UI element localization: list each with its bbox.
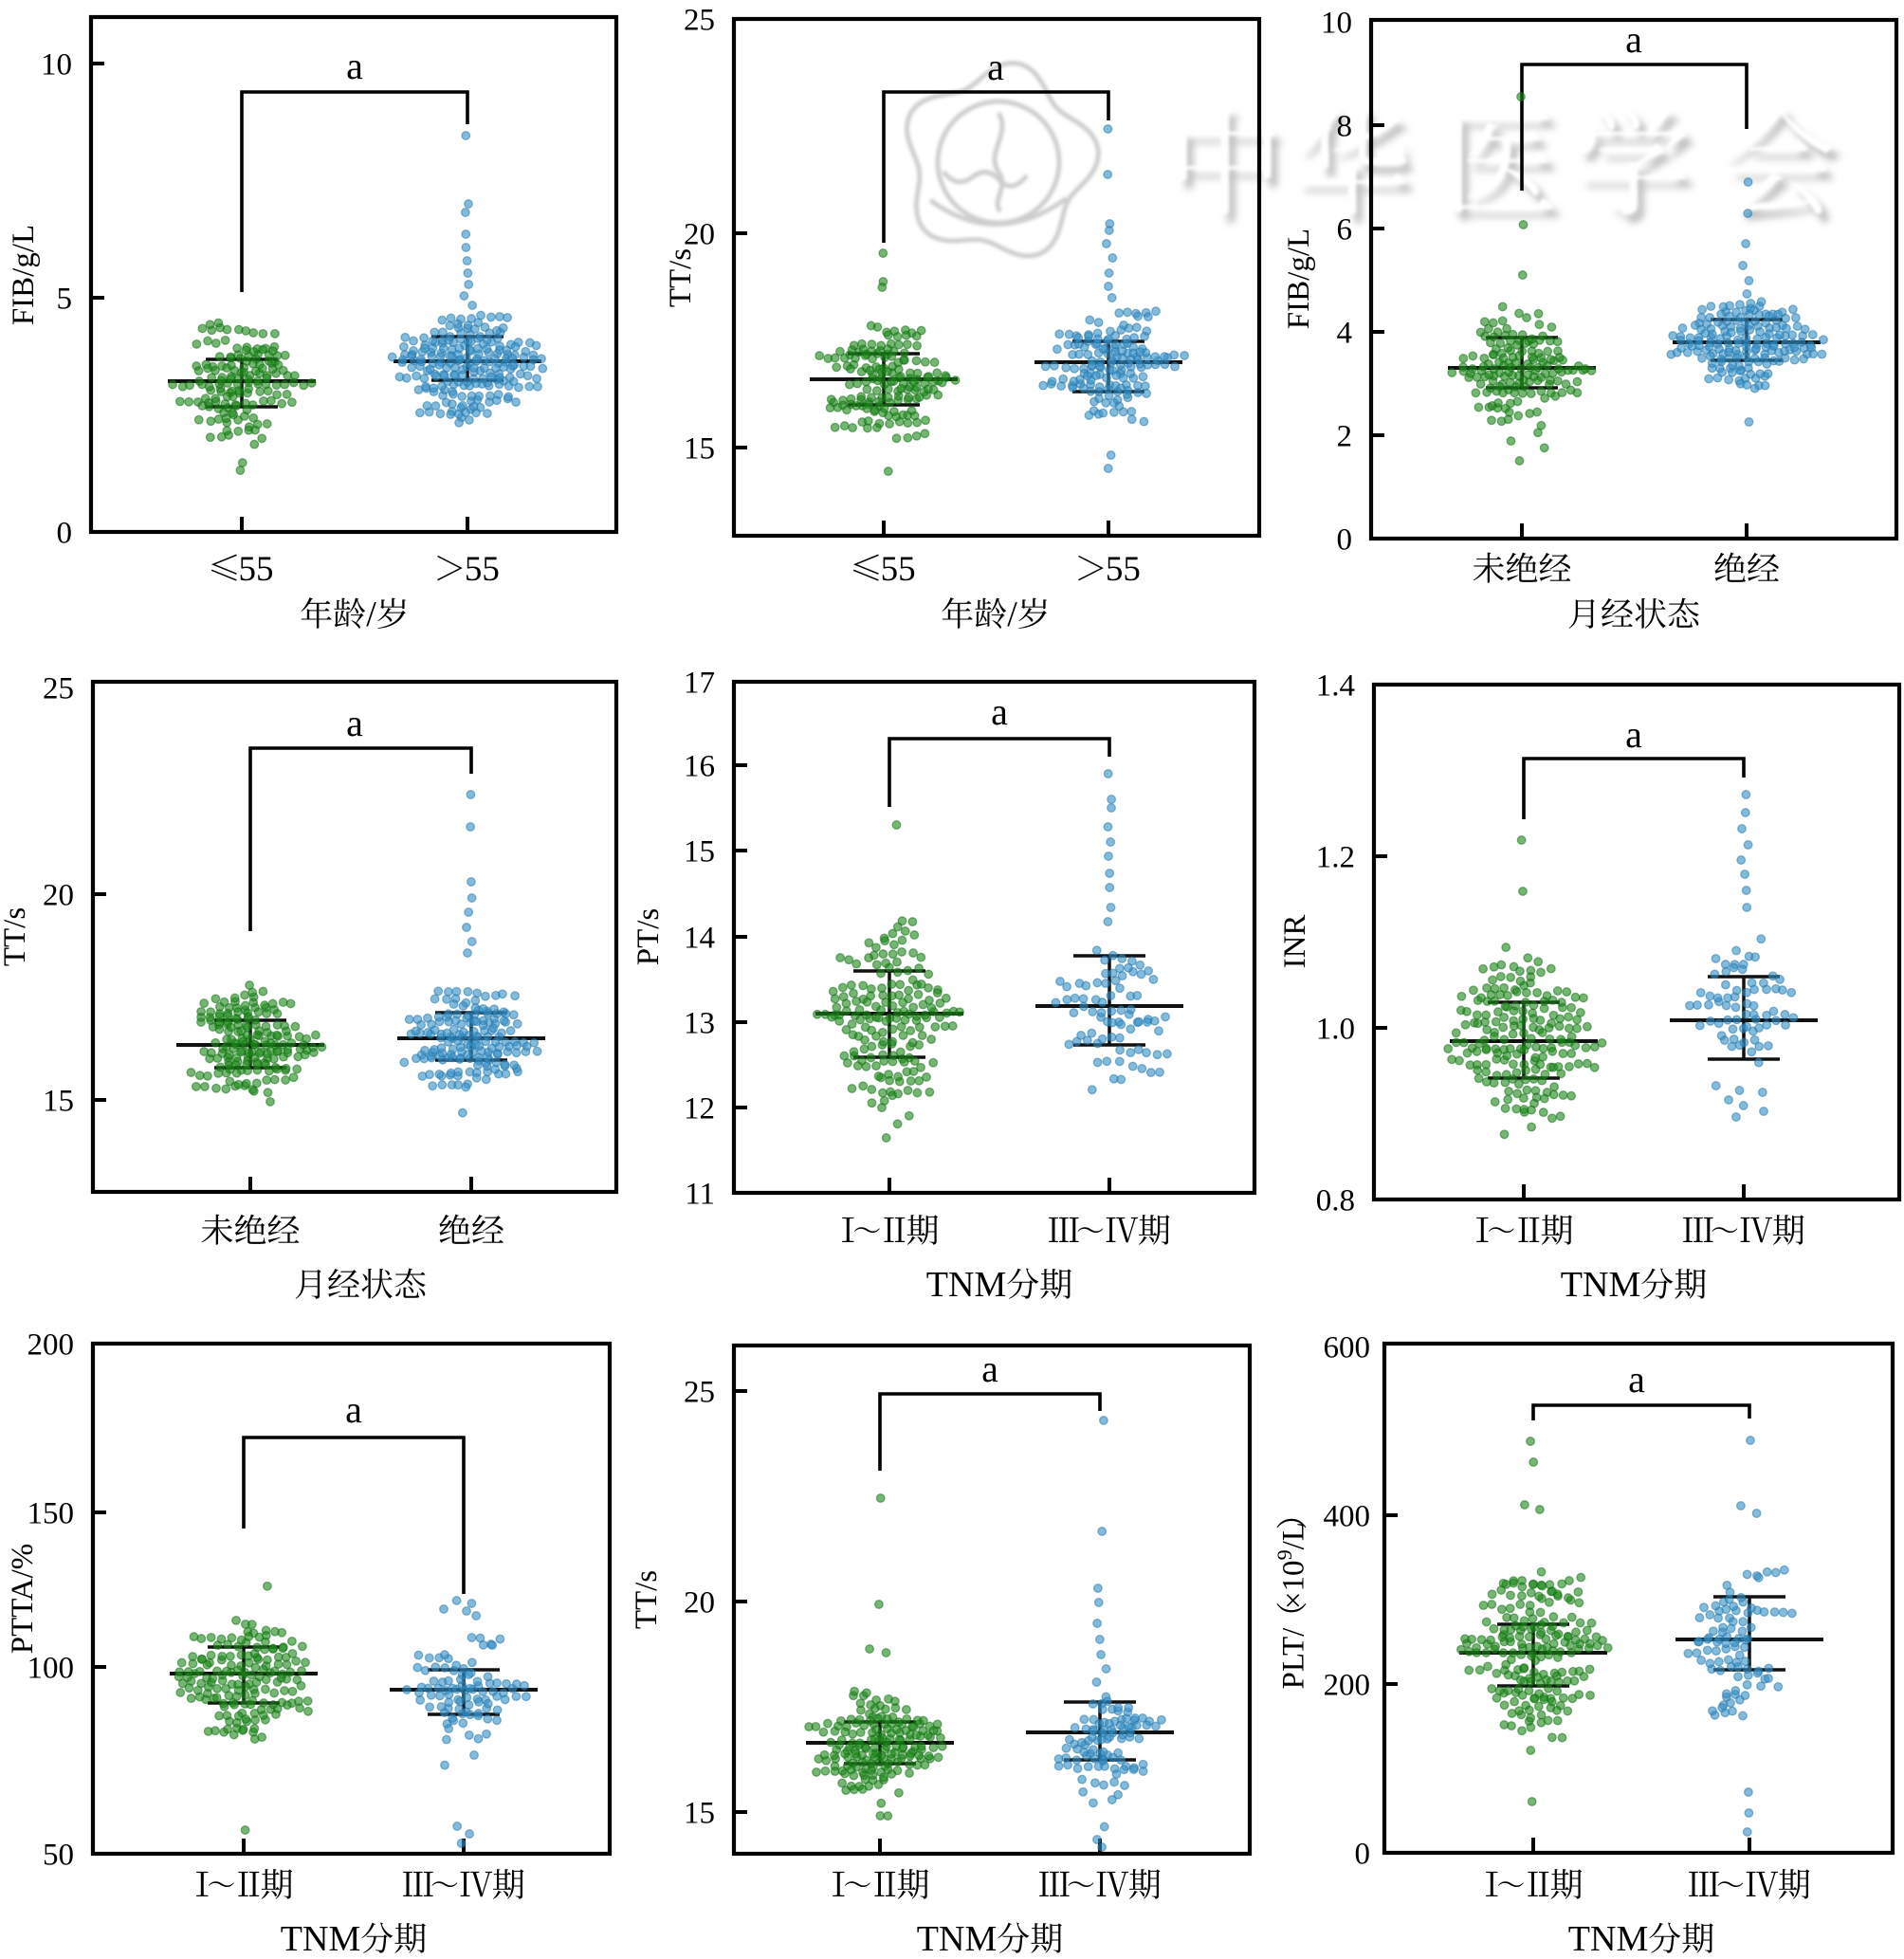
svg-text:1.4: 1.4 (1316, 669, 1355, 704)
svg-text:1.2: 1.2 (1316, 841, 1355, 875)
svg-text:0.8: 0.8 (1316, 1184, 1355, 1218)
svg-text:a: a (346, 702, 363, 744)
svg-text:15: 15 (43, 1085, 74, 1119)
svg-text:2: 2 (1337, 420, 1353, 454)
svg-text:1.0: 1.0 (1316, 1013, 1355, 1047)
svg-text:a: a (981, 1347, 998, 1390)
svg-text:100: 100 (27, 1652, 75, 1686)
svg-text:12: 12 (684, 1092, 715, 1126)
svg-text:15: 15 (684, 432, 715, 467)
svg-text:10: 10 (41, 48, 72, 82)
svg-text:INR: INR (1278, 915, 1312, 969)
svg-text:a: a (1628, 1358, 1645, 1401)
svg-text:9: 9 (1272, 1549, 1296, 1560)
svg-text:TNM: TNM (926, 1265, 1006, 1305)
svg-text:4: 4 (1337, 317, 1353, 351)
svg-text:FIB/g/L: FIB/g/L (7, 225, 41, 325)
svg-text:25: 25 (684, 1376, 715, 1410)
svg-text:TT/s: TT/s (664, 248, 698, 307)
svg-text:0: 0 (1355, 1838, 1371, 1872)
svg-text:50: 50 (43, 1839, 74, 1873)
svg-text:17: 17 (684, 667, 715, 701)
svg-text:15: 15 (684, 1797, 715, 1831)
svg-text:5: 5 (57, 283, 73, 317)
svg-text:/L: /L (1277, 1522, 1311, 1549)
svg-text:TNM: TNM (917, 1919, 997, 1954)
svg-text:TNM: TNM (1561, 1265, 1640, 1305)
svg-text:10: 10 (1321, 7, 1352, 41)
svg-text:TNM: TNM (1568, 1919, 1648, 1954)
svg-text:/: / (366, 595, 376, 634)
svg-text:55: 55 (239, 550, 274, 589)
svg-text:8: 8 (1337, 110, 1353, 144)
svg-text:PTTA/%: PTTA/% (6, 1544, 40, 1655)
svg-text:0: 0 (1337, 523, 1353, 558)
svg-text:TT/s: TT/s (0, 907, 32, 966)
svg-text:150: 150 (27, 1497, 75, 1531)
svg-text:a: a (1625, 18, 1642, 61)
svg-text:25: 25 (43, 672, 74, 706)
svg-text:14: 14 (684, 922, 715, 956)
svg-text:55: 55 (465, 550, 500, 589)
svg-text:6: 6 (1337, 213, 1353, 247)
svg-text:/: / (1007, 595, 1017, 634)
svg-text:×10: ×10 (1277, 1560, 1311, 1609)
svg-text:20: 20 (43, 879, 74, 913)
svg-text:a: a (991, 690, 1008, 733)
svg-text:200: 200 (27, 1328, 75, 1363)
svg-text:PT/s: PT/s (632, 908, 666, 966)
svg-text:a: a (345, 1388, 362, 1431)
svg-text:0: 0 (57, 517, 73, 551)
svg-text:TT/s: TT/s (630, 1570, 664, 1629)
svg-text:FIB/g/L: FIB/g/L (1282, 229, 1316, 329)
svg-text:11: 11 (685, 1178, 715, 1212)
svg-text:TNM: TNM (281, 1919, 360, 1954)
svg-text:25: 25 (684, 4, 715, 38)
svg-text:400: 400 (1324, 1500, 1371, 1534)
svg-text:20: 20 (684, 1586, 715, 1620)
svg-text:a: a (346, 45, 363, 87)
svg-text:13: 13 (684, 1007, 715, 1041)
svg-text:a: a (987, 46, 1004, 88)
svg-text:55: 55 (1106, 550, 1141, 589)
svg-text:200: 200 (1324, 1669, 1371, 1703)
svg-text:PLT/: PLT/ (1277, 1627, 1311, 1690)
svg-text:55: 55 (881, 550, 916, 589)
svg-text:a: a (1625, 713, 1642, 756)
svg-text:16: 16 (684, 750, 715, 784)
svg-text:20: 20 (684, 218, 715, 252)
svg-text:600: 600 (1324, 1331, 1371, 1365)
svg-text:15: 15 (684, 835, 715, 870)
